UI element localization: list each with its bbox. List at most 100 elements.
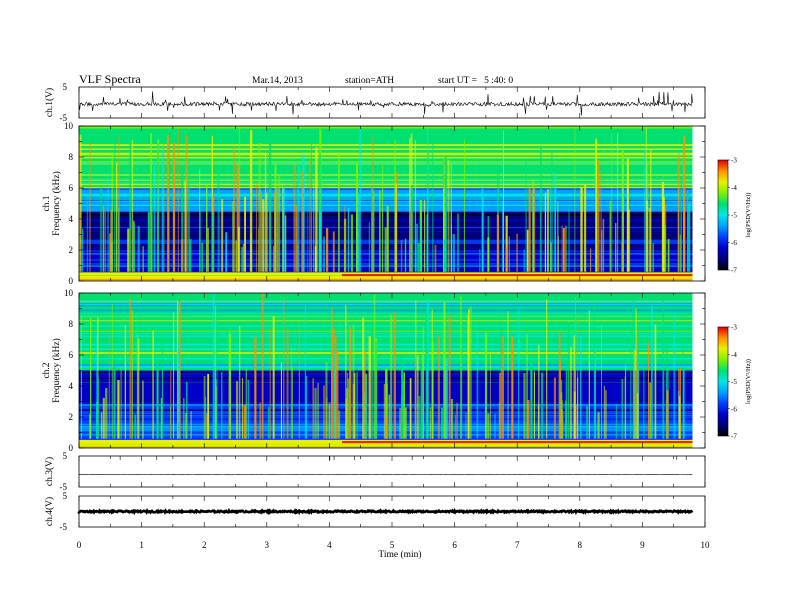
sferic-streak bbox=[172, 142, 176, 272]
spectral-line bbox=[79, 127, 693, 129]
spectral-line bbox=[79, 193, 693, 196]
sferic-streak bbox=[167, 134, 169, 272]
sferic-streak bbox=[523, 249, 525, 272]
spectral-line bbox=[79, 188, 693, 190]
waveform-axis-label: ch.4(V) bbox=[44, 497, 55, 526]
colorbar-label: log(PSD(V²/Hz)) bbox=[745, 193, 752, 238]
sferic-streak bbox=[272, 315, 275, 439]
sferic-streak bbox=[633, 349, 636, 439]
y-tick-label: 5 bbox=[63, 82, 68, 92]
spectral-line bbox=[79, 299, 693, 301]
sferic-streak bbox=[124, 325, 127, 439]
y-tick-label: 10 bbox=[64, 121, 74, 131]
x-tick-label: 7 bbox=[515, 540, 520, 550]
sferic-streak bbox=[136, 334, 139, 439]
sferic-streak bbox=[645, 127, 647, 272]
sferic-streak bbox=[626, 158, 629, 272]
sferic-streak bbox=[325, 362, 328, 439]
sferic-streak bbox=[116, 188, 118, 272]
spectral-line bbox=[79, 315, 693, 317]
sferic-streak bbox=[345, 305, 347, 439]
sferic-streak bbox=[429, 407, 431, 439]
sferic-streak bbox=[181, 165, 184, 272]
spectral-line bbox=[79, 304, 693, 307]
sferic-streak bbox=[373, 294, 376, 439]
sferic-streak bbox=[600, 170, 602, 272]
y-tick-label: 10 bbox=[64, 288, 74, 298]
sferic-streak bbox=[290, 346, 292, 439]
sferic-streak bbox=[190, 411, 192, 439]
x-tick-label: 5 bbox=[390, 540, 395, 550]
start-time-label: start UT = 5 :40: 0 bbox=[438, 76, 513, 86]
sferic-streak bbox=[388, 394, 391, 439]
sferic-streak bbox=[479, 249, 481, 272]
sferic-streak bbox=[286, 329, 289, 439]
sferic-streak bbox=[221, 199, 224, 272]
spectral-line bbox=[79, 310, 693, 312]
spectral-line bbox=[79, 320, 693, 322]
sferic-streak bbox=[448, 314, 451, 439]
sferic-streak bbox=[418, 396, 421, 439]
sferic-streak bbox=[364, 374, 368, 439]
sferic-streak bbox=[450, 162, 452, 272]
sferic-streak bbox=[414, 140, 417, 272]
sferic-streak bbox=[131, 139, 134, 272]
sferic-streak bbox=[667, 238, 670, 272]
y-tick-label: -5 bbox=[60, 522, 68, 532]
sferic-streak bbox=[577, 377, 579, 439]
sferic-streak bbox=[593, 298, 595, 439]
y-tick-label: 4 bbox=[69, 381, 74, 391]
sferic-streak bbox=[282, 186, 285, 272]
sferic-streak bbox=[553, 377, 556, 439]
sferic-streak bbox=[305, 375, 308, 439]
sferic-streak bbox=[330, 307, 333, 439]
sferic-streak bbox=[108, 322, 110, 439]
sferic-streak bbox=[516, 233, 518, 272]
sferic-streak bbox=[526, 334, 528, 439]
colorbar-tick-label: -6 bbox=[731, 239, 737, 247]
sferic-streak bbox=[362, 317, 365, 439]
sferic-streak bbox=[199, 169, 201, 272]
sferic-streak bbox=[590, 248, 592, 272]
sferic-streak bbox=[680, 368, 681, 439]
sferic-streak bbox=[605, 390, 607, 439]
sferic-streak bbox=[371, 325, 373, 439]
sferic-streak bbox=[420, 366, 423, 439]
sferic-streak bbox=[597, 412, 600, 439]
sferic-streak bbox=[355, 162, 358, 272]
sferic-streak bbox=[118, 207, 120, 272]
sferic-streak bbox=[113, 366, 116, 439]
colorbar-tick-label: -6 bbox=[731, 405, 737, 413]
sferic-streak bbox=[157, 143, 159, 272]
sferic-streak bbox=[447, 159, 450, 272]
frequency-axis-label: Frequency (kHz) bbox=[51, 171, 62, 236]
sferic-streak bbox=[186, 381, 188, 439]
sferic-streak bbox=[259, 402, 261, 439]
spectral-line bbox=[79, 182, 693, 184]
sferic-streak bbox=[414, 356, 417, 439]
sferic-streak bbox=[554, 172, 556, 272]
sferic-streak bbox=[662, 294, 664, 439]
spectral-line bbox=[79, 308, 693, 310]
sferic-streak bbox=[538, 344, 540, 439]
sferic-streak bbox=[96, 401, 98, 439]
sferic-streak bbox=[682, 135, 686, 272]
sferic-streak bbox=[574, 129, 576, 272]
sferic-streak bbox=[233, 147, 236, 272]
sferic-streak bbox=[245, 368, 247, 439]
spectral-line bbox=[79, 343, 693, 346]
sferic-streak bbox=[525, 159, 527, 272]
colorbar-tick-label: -5 bbox=[731, 378, 737, 386]
sferic-streak bbox=[540, 372, 544, 439]
spectral-line bbox=[79, 352, 693, 354]
sferic-streak bbox=[646, 200, 648, 272]
sferic-streak bbox=[310, 137, 312, 272]
spectral-line bbox=[79, 357, 693, 360]
sferic-streak bbox=[86, 196, 89, 272]
sferic-streak bbox=[214, 328, 216, 439]
sferic-streak bbox=[207, 228, 210, 272]
spectral-line bbox=[79, 216, 693, 219]
sferic-streak bbox=[444, 155, 447, 272]
sferic-streak bbox=[384, 227, 387, 272]
sferic-streak bbox=[421, 354, 424, 439]
